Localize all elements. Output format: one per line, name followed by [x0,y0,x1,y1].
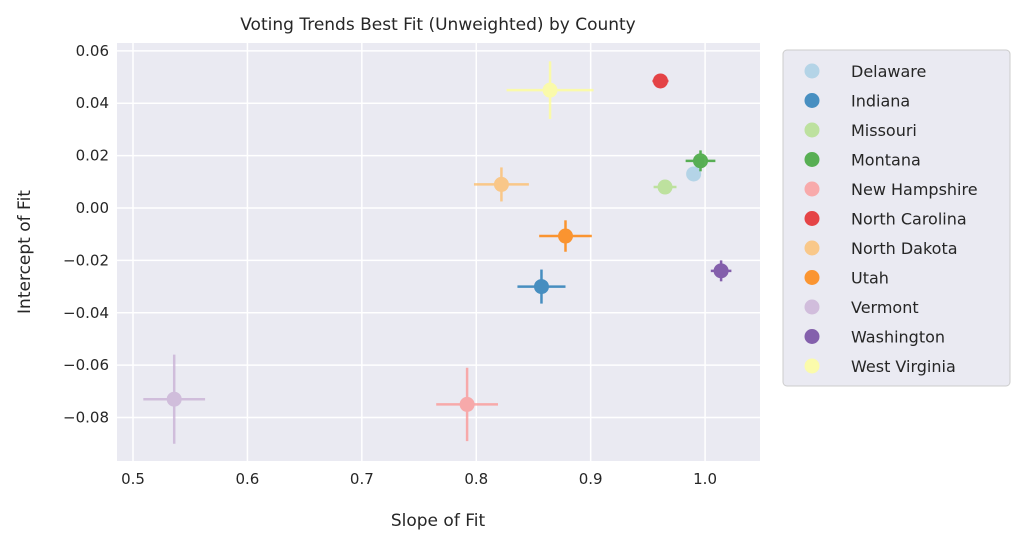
legend-label: Vermont [851,298,919,317]
plot-background [117,43,760,461]
x-tick-label: 0.7 [350,470,374,488]
x-axis-label: Slope of Fit [391,511,486,531]
data-points [143,61,732,444]
y-tick-label: 0.02 [76,147,109,165]
data-point [459,396,475,412]
legend-marker [804,63,820,79]
y-axis-label: Intercept of Fit [15,190,35,314]
legend-label: Montana [851,151,921,170]
point-washington [710,260,732,282]
point-north-carolina [652,73,669,89]
grid [117,43,760,461]
legend-marker [804,93,820,108]
data-point [557,228,573,244]
legend-marker [804,299,820,315]
y-tick-label: −0.06 [63,356,109,374]
y-tick-label: −0.04 [63,304,109,322]
legend-label: New Hampshire [851,180,978,199]
y-tick-label: 0.00 [76,199,109,217]
point-west-virginia [506,61,594,119]
data-point [166,391,182,407]
legend-marker [804,181,820,197]
legend-label: Indiana [851,92,910,111]
legend-marker [804,358,820,374]
legend-label: North Dakota [851,239,958,258]
x-tick-label: 0.8 [464,470,488,488]
chart-title: Voting Trends Best Fit (Unweighted) by C… [240,15,636,35]
data-point [493,176,509,192]
point-new-hampshire [436,367,498,442]
x-tick-label: 1.0 [693,470,717,488]
legend-marker [804,329,820,344]
y-tick-labels: 0.06 0.04 0.02 0.00 −0.02 −0.04 −0.06 −0.08 [63,42,109,427]
data-point [652,73,668,89]
data-point [713,263,729,279]
data-point [693,153,709,169]
legend-label: West Virginia [851,357,956,376]
legend-marker [804,152,820,167]
point-montana [685,150,716,172]
legend-box [782,49,1011,387]
legend: Delaware Indiana Missouri Montana New Hampsh… [782,49,1011,387]
y-tick-label: −0.08 [63,409,109,427]
legend-label: Utah [851,269,889,288]
data-point [542,82,558,98]
legend-marker [804,240,820,256]
legend-label: Washington [851,328,945,347]
y-tick-label: −0.02 [63,251,109,269]
x-tick-label: 0.9 [579,470,603,488]
legend-label: Missouri [851,121,917,140]
point-delaware [686,166,702,182]
legend-marker [804,270,820,285]
x-tick-label: 0.5 [121,470,145,488]
data-point [657,179,673,195]
point-missouri [653,179,677,195]
data-point [686,166,702,182]
legend-label: Delaware [851,62,926,81]
legend-marker [804,211,820,226]
legend-marker [804,122,820,138]
point-utah [539,220,592,252]
point-north-dakota [473,167,529,202]
point-indiana [517,269,566,304]
legend-label: North Carolina [851,210,967,229]
x-tick-label: 0.6 [236,470,260,488]
y-tick-label: 0.06 [76,42,109,60]
y-tick-label: 0.04 [76,94,109,112]
data-point [533,279,549,295]
x-tick-labels: 0.5 0.6 0.7 0.8 0.9 1.0 [121,470,717,488]
point-vermont [143,354,206,444]
